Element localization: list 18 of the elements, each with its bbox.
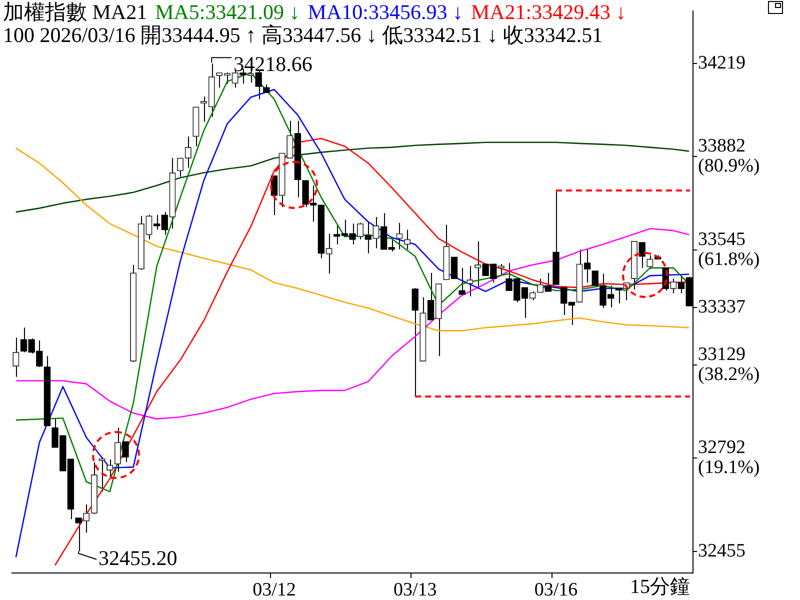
text: MA5:33421.09 ↓ xyxy=(155,0,300,24)
x-tick-label: 03/12 xyxy=(252,579,296,600)
y-tick-label: 34219 xyxy=(698,52,746,74)
text: 15分鐘 xyxy=(629,575,690,600)
y-tick-label: 32792 (19.1%) xyxy=(698,437,760,478)
chart-title: 加權指數 MA21 xyxy=(3,0,148,24)
text: MA21:33429.43 ↓ xyxy=(470,0,626,24)
y-tick-label: 33882 (80.9%) xyxy=(698,136,760,177)
x-tick-label: 03/13 xyxy=(393,579,437,600)
annotation: 34218.66 xyxy=(234,52,312,76)
text: 100 2026/03/16 開33444.95 ↑ 高33447.56 ↓ 低33342.51 ↓ 收33342.51 xyxy=(3,23,604,47)
y-tick-label: 33129 (38.2%) xyxy=(698,344,760,385)
x-tick-label: 03/16 xyxy=(534,579,578,600)
y-tick-label: 32455 xyxy=(698,540,746,562)
annotation: 32455.20 xyxy=(98,546,178,570)
text: MA10:33456.93 ↓ xyxy=(308,0,463,24)
y-tick-label: 33337 xyxy=(698,296,746,318)
y-tick-label: 33545 (61.8%) xyxy=(698,228,760,270)
